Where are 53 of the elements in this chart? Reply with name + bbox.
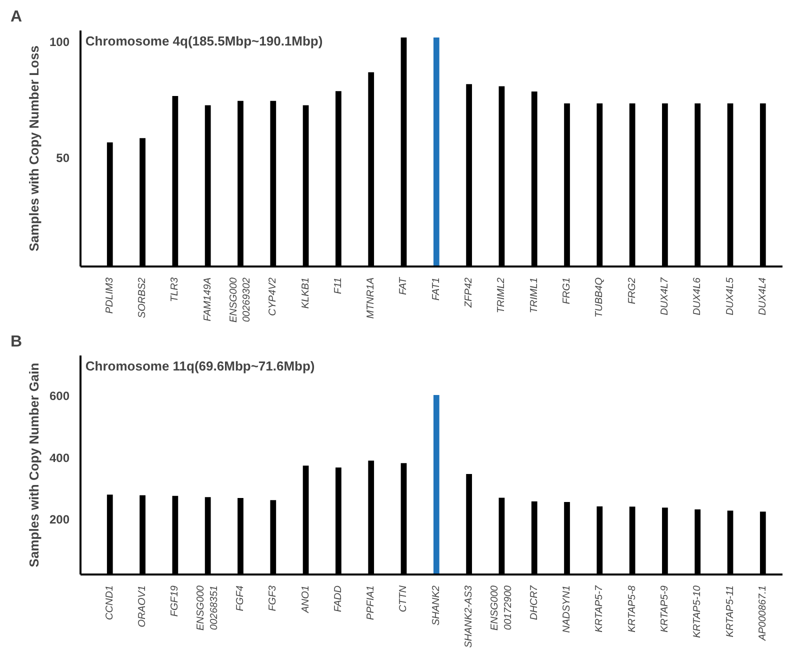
- x-tick-label: ANO1: [300, 585, 312, 614]
- x-tick-label: DUX4L6: [692, 277, 704, 316]
- text: A: [10, 8, 22, 26]
- x-tick-label: SHANK2-AS3: [464, 585, 475, 648]
- x-tick-label: DUX4L4: [757, 277, 768, 316]
- x-tick-label: FAT1: [430, 277, 442, 300]
- x-tick-label: FGF19: [170, 585, 181, 617]
- x-tick-label: SHANK2: [430, 585, 442, 626]
- x-tick-label: TLR3: [170, 277, 181, 302]
- chart-title: Chromosome 11q(69.6Mbp~71.6Mbp): [85, 358, 315, 374]
- x-tick-label: FAT: [398, 276, 410, 295]
- x-tick-label: TUBB4Q: [594, 277, 606, 318]
- y-tick-label: 400: [49, 450, 70, 465]
- x-tick-label: DUX4L5: [724, 277, 736, 316]
- x-tick-label: DUX4L7: [659, 277, 670, 316]
- x-tick-label: FRG1: [562, 278, 572, 304]
- y-axis-title: Samples with Copy Number Loss: [26, 46, 42, 252]
- x-tick-label: FAM149A: [202, 277, 214, 322]
- x-tick-label: TRIML2: [496, 277, 508, 314]
- x-tick-label: ORAOV1: [137, 585, 148, 628]
- x-tick-label: KLKB1: [300, 277, 312, 309]
- x-tick-label: CCND1: [104, 585, 116, 620]
- x-tick-label: SORBS2: [137, 277, 148, 318]
- x-tick-label: DHCR7: [528, 585, 540, 620]
- chart-title: Chromosome 4q(185.5Mbp~190.1Mbp): [85, 34, 323, 48]
- x-tick-label: ENSG000 00172900: [490, 585, 514, 631]
- x-tick-label: KRTAP5-7: [594, 585, 606, 632]
- x-tick-label: ENSG000 00268351: [196, 585, 220, 631]
- y-tick-label: 600: [49, 389, 70, 404]
- x-tick-label: TRIML1: [528, 278, 540, 314]
- y-tick-label: 50: [56, 150, 70, 165]
- x-tick-label: AP000867.1: [757, 585, 768, 642]
- x-tick-label: PDLIM3: [104, 277, 116, 314]
- x-tick-label: F11: [332, 277, 344, 294]
- x-tick-label: FRG2: [626, 277, 638, 304]
- x-tick-label: KRTAP5-9: [659, 585, 670, 632]
- x-tick-label: FGF3: [268, 585, 279, 612]
- x-tick-label: ZFP42: [464, 277, 475, 309]
- x-tick-label: KRTAP5-8: [626, 585, 638, 632]
- x-tick-label: FADD: [332, 585, 344, 612]
- x-tick-label: PPFIA1: [366, 585, 377, 620]
- y-axis-title: Samples with Copy Number Gain: [26, 362, 42, 568]
- y-tick-label: 200: [49, 512, 70, 526]
- x-tick-label: MTNR1A: [366, 277, 377, 319]
- y-tick-label: 100: [49, 34, 70, 49]
- text: B: [10, 334, 22, 350]
- x-tick-label: CTTN: [398, 584, 410, 612]
- x-tick-label: ENSG000 00269302: [228, 277, 253, 323]
- x-tick-label: KRTAP5-10: [692, 585, 704, 638]
- x-tick-label: NADSYN1: [562, 585, 572, 633]
- x-tick-label: CYP4V2: [268, 277, 279, 316]
- x-tick-label: KRTAP5-11: [724, 585, 736, 638]
- x-tick-label: FGF4: [234, 585, 246, 612]
